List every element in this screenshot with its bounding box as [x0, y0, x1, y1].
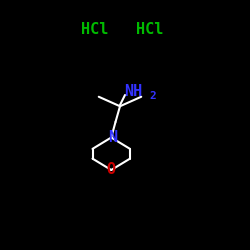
- Text: NH: NH: [124, 84, 142, 99]
- Text: N: N: [108, 130, 117, 145]
- Text: HCl: HCl: [136, 22, 164, 38]
- Text: 2: 2: [149, 91, 156, 101]
- Text: HCl: HCl: [81, 22, 109, 38]
- Text: O: O: [107, 162, 116, 178]
